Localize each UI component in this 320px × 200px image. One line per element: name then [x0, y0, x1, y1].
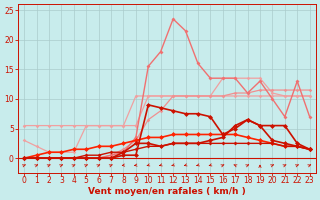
X-axis label: Vent moyen/en rafales ( km/h ): Vent moyen/en rafales ( km/h ) [88, 187, 246, 196]
